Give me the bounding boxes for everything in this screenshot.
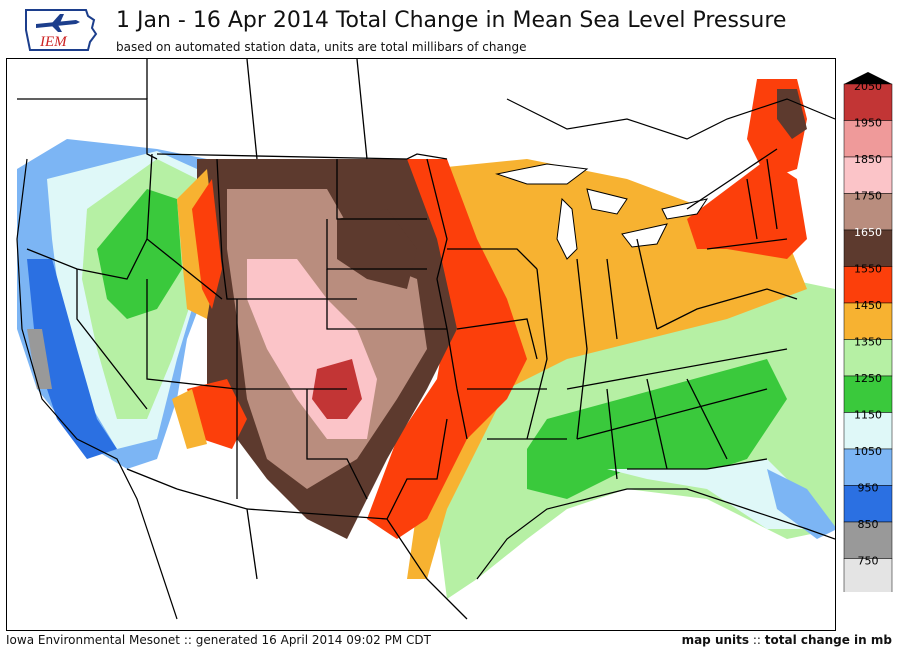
legend-swatch: [843, 229, 893, 267]
color-legend: 2050 1950 1850 1750 1650 1550 1450 1350 1250 1150…: [842, 72, 894, 596]
legend-tick-label: 750: [858, 555, 879, 568]
legend-swatch: [843, 521, 893, 559]
units-value: total change in mb: [764, 633, 892, 647]
legend-tick-label: 1950: [854, 117, 882, 130]
legend-swatch: [843, 412, 893, 450]
legend-tick-label: 1650: [854, 226, 882, 239]
legend-swatch: [843, 339, 893, 377]
legend-tick-label: 2050: [854, 80, 882, 93]
footer-credit: Iowa Environmental Mesonet :: generated …: [6, 633, 431, 647]
legend-swatch: [843, 375, 893, 413]
legend-swatch: [843, 120, 893, 158]
pressure-change-map: [6, 58, 836, 631]
units-separator: ::: [749, 633, 765, 647]
great-lakes: [495, 163, 709, 260]
coastlines: [16, 98, 835, 620]
legend-tick-label: 1150: [854, 409, 882, 422]
iem-logo: IEM: [22, 6, 98, 56]
legend-swatch: [843, 156, 893, 194]
logo-text: IEM: [39, 34, 68, 50]
footer-units: map units :: total change in mb: [682, 633, 892, 647]
airplane-icon: [36, 14, 80, 32]
legend-tick-label: 1250: [854, 372, 882, 385]
legend-swatch: [843, 485, 893, 523]
legend-tick-label: 850: [858, 518, 879, 531]
legend-tick-label: 950: [858, 482, 879, 495]
pressure-contour-fill: [17, 79, 835, 599]
legend-extend-triangle: [844, 72, 892, 84]
legend-tick-label: 1550: [854, 263, 882, 276]
legend-swatch: [843, 83, 893, 121]
legend-swatch: [843, 266, 893, 304]
legend-tick-label: 1450: [854, 299, 882, 312]
legend-swatch: [843, 302, 893, 340]
legend-tick-label: 1850: [854, 153, 882, 166]
legend-tick-label: 1350: [854, 336, 882, 349]
units-label: map units: [681, 633, 750, 647]
legend-swatch: [843, 193, 893, 231]
legend-tick-label: 1050: [854, 445, 882, 458]
map-subtitle: based on automated station data, units a…: [116, 40, 527, 54]
state-boundaries: [17, 59, 798, 620]
map-title: 1 Jan - 16 Apr 2014 Total Change in Mean…: [116, 8, 787, 33]
legend-tick-label: 1750: [854, 190, 882, 203]
legend-swatch: [843, 448, 893, 486]
legend-swatch: [843, 558, 893, 596]
